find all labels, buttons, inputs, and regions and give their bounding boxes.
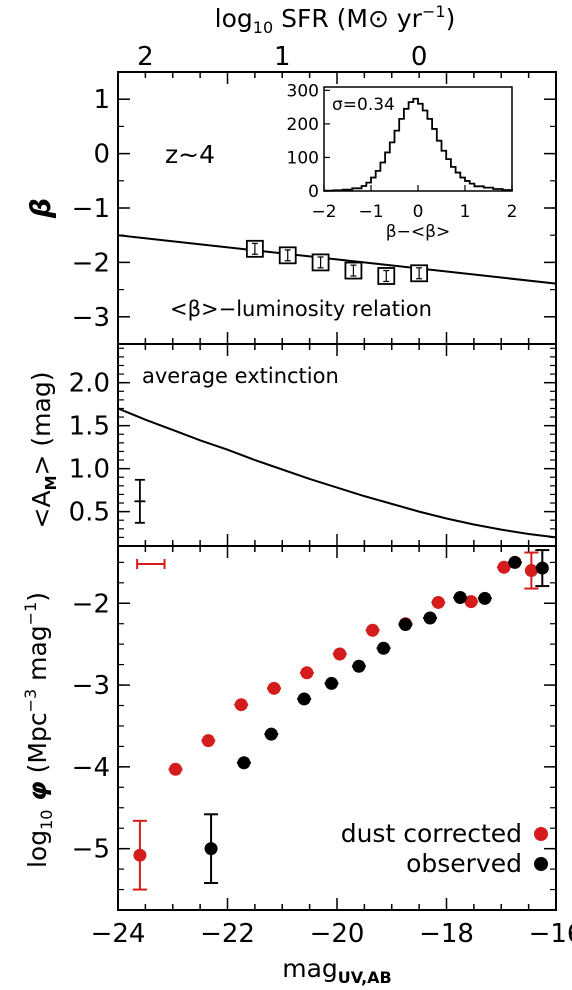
lf-x-ticks: −24 −22 −20 −18 −16 xyxy=(91,546,572,949)
observed-point xyxy=(297,692,311,706)
observed-point xyxy=(204,842,218,856)
x-tick-label: −20 xyxy=(310,919,365,949)
inset-histogram: −2 −1 0 1 2 0 100 200 300 σ=0.34 β−<β> xyxy=(287,81,518,242)
inset-y-tick-label: 100 xyxy=(287,148,319,168)
x-tick-label: −16 xyxy=(529,919,572,949)
luminosity-function-panel: −5 −4 −3 −2 −24 −22 −20 −18 −16 dust corrected … xyxy=(21,545,572,987)
observed-point xyxy=(478,591,492,605)
y-tick-label: −3 xyxy=(72,671,110,701)
extinction-y-ticks: 0.5 1.0 1.5 2.0 xyxy=(69,347,556,539)
extinction-panel: 0.5 1.0 1.5 2.0 average extinction <AM> (ma… xyxy=(27,343,557,547)
inset-x-tick-label: 2 xyxy=(507,202,518,222)
top-axis-ticks: 2 1 0 xyxy=(137,42,427,72)
x-tick-label: −22 xyxy=(200,919,255,949)
lf-y-ticks: −5 −4 −3 −2 xyxy=(72,561,556,891)
y-tick-label: 0 xyxy=(93,140,110,170)
extinction-y-label: <AM> (mag) xyxy=(27,372,60,529)
legend-label-dust-corrected: dust corrected xyxy=(341,819,522,848)
beta-fit-line xyxy=(117,234,557,285)
legend-marker-dust-corrected xyxy=(534,827,548,841)
y-tick-label: −1 xyxy=(72,194,110,224)
dust-corrected-point xyxy=(201,734,215,748)
observed-point xyxy=(325,676,339,690)
dust-corrected-point xyxy=(366,623,380,637)
y-tick-label: −2 xyxy=(72,589,110,619)
dust-corrected-point xyxy=(267,681,281,695)
y-tick-label: 1.5 xyxy=(69,412,110,442)
top-axis-title: log10 SFR (M⊙ yr−1) xyxy=(215,2,456,37)
redshift-label: z~4 xyxy=(165,140,215,169)
top-tick-label: 1 xyxy=(274,42,291,72)
lf-points xyxy=(132,549,550,891)
dust-corrected-point xyxy=(333,647,347,661)
lf-x-label: magUV,AB xyxy=(282,954,392,987)
dust-corrected-point xyxy=(524,564,538,578)
y-tick-label: 0.5 xyxy=(69,498,110,528)
inset-x-tick-label: −1 xyxy=(358,202,383,222)
dust-corrected-point xyxy=(464,595,478,609)
lf-mag-error-bar xyxy=(136,558,166,569)
inset-y-tick-label: 300 xyxy=(287,81,319,101)
y-tick-label: 1.0 xyxy=(69,455,110,485)
dust-corrected-point xyxy=(431,595,445,609)
extinction-x-ticks xyxy=(144,344,530,546)
y-tick-label: −3 xyxy=(72,303,110,333)
beta-relation-label: <β>−luminosity relation xyxy=(170,297,432,321)
y-tick-label: 1 xyxy=(93,85,110,115)
top-tick-label: 2 xyxy=(137,42,154,72)
observed-point xyxy=(423,611,437,625)
extinction-curve xyxy=(117,407,557,539)
inset-x-label: β−<β> xyxy=(386,222,450,242)
inset-sigma-label: σ=0.34 xyxy=(332,95,395,115)
observed-point xyxy=(264,727,278,741)
inset-x-ticks: −2 −1 0 1 2 xyxy=(311,185,517,222)
legend-marker-observed xyxy=(534,857,548,871)
y-tick-label: −2 xyxy=(72,248,110,278)
inset-y-tick-label: 0 xyxy=(308,182,319,202)
observed-point xyxy=(508,555,522,569)
x-tick-label: −24 xyxy=(91,919,146,949)
beta-panel: −3 −2 −1 0 1 z~4 <β>−luminosity relation β −… xyxy=(24,71,557,345)
legend-label-observed: observed xyxy=(406,849,522,878)
observed-point xyxy=(377,641,391,655)
beta-points xyxy=(245,239,429,285)
observed-point xyxy=(398,618,412,632)
extinction-error-cross xyxy=(134,478,146,524)
observed-point xyxy=(535,561,549,575)
dust-corrected-point xyxy=(133,848,147,862)
y-tick-label: −5 xyxy=(72,835,110,865)
y-tick-label: 2.0 xyxy=(69,369,110,399)
dust-corrected-point xyxy=(168,762,182,776)
observed-point xyxy=(352,659,366,673)
inset-y-ticks: 0 100 200 300 xyxy=(287,81,330,202)
extinction-label: average extinction xyxy=(142,364,339,388)
beta-y-label: β xyxy=(24,198,57,219)
dust-corrected-point xyxy=(300,666,314,680)
x-tick-label: −18 xyxy=(419,919,474,949)
legend: dust corrected observed xyxy=(341,819,548,878)
dust-corrected-point xyxy=(234,698,248,712)
inset-y-tick-label: 200 xyxy=(287,115,319,135)
inset-x-tick-label: 0 xyxy=(413,202,424,222)
inset-x-tick-label: 1 xyxy=(460,202,471,222)
observed-point xyxy=(453,591,467,605)
inset-x-tick-label: −2 xyxy=(311,202,336,222)
inset-histogram-steps xyxy=(323,97,513,192)
beta-x-ticks xyxy=(144,72,530,344)
top-tick-label: 0 xyxy=(411,42,428,72)
lf-y-label: log10 φ (Mpc−3 mag−1) xyxy=(21,592,56,868)
y-tick-label: −4 xyxy=(72,753,110,783)
observed-point xyxy=(237,756,251,770)
beta-y-ticks: −3 −2 −1 0 1 xyxy=(72,85,556,333)
dust-corrected-point xyxy=(497,560,511,574)
